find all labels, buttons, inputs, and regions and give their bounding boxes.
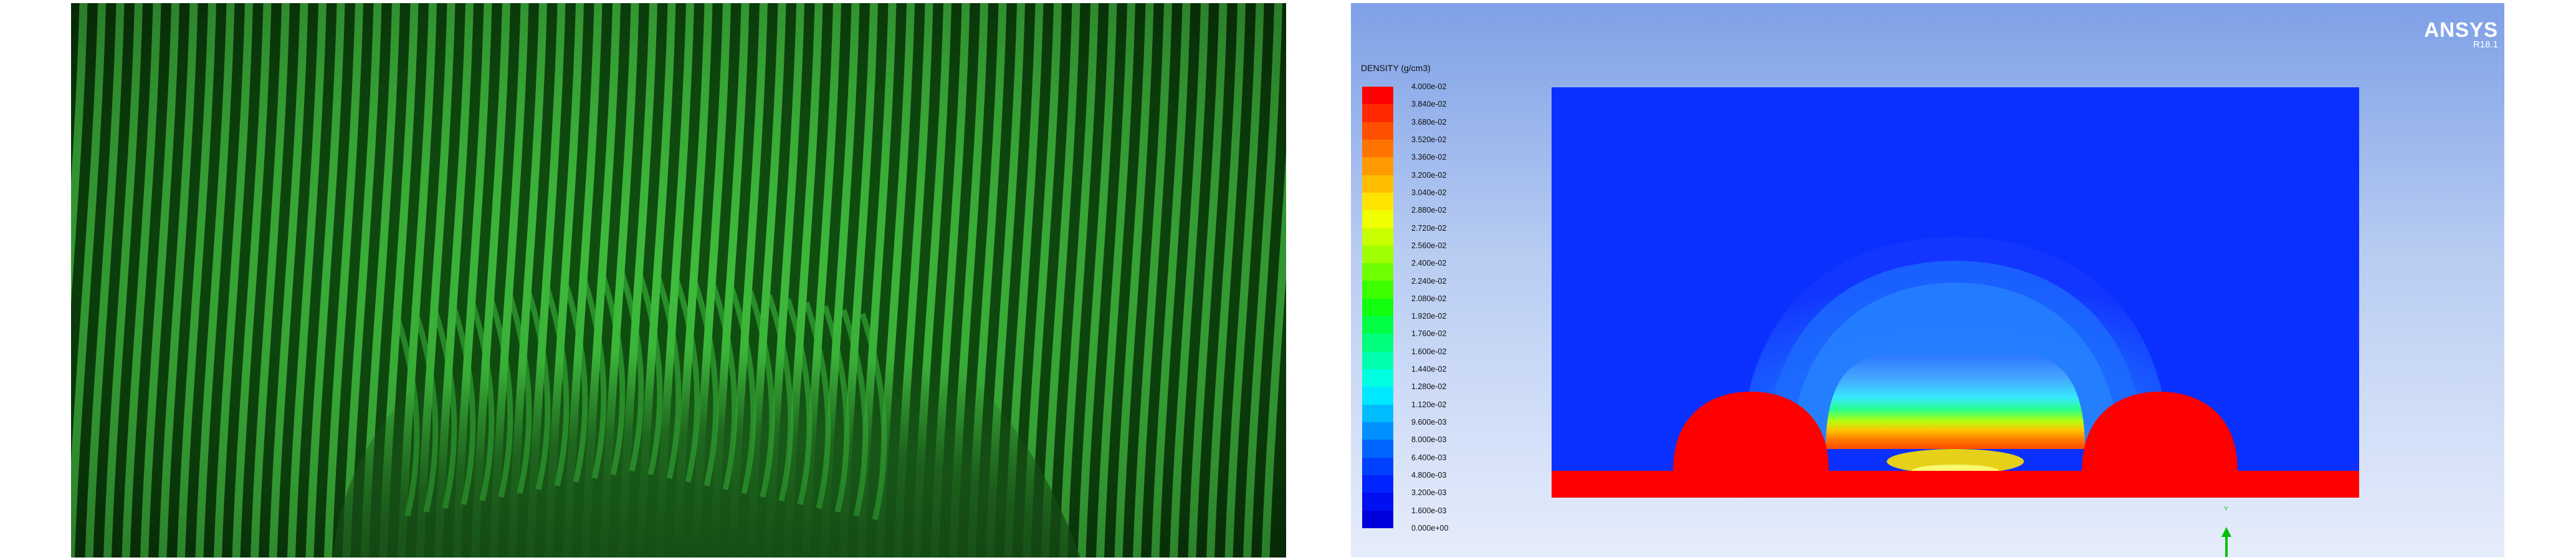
color-scale-swatch (1362, 104, 1393, 122)
color-scale-swatch (1362, 387, 1393, 405)
fringe-pattern (71, 3, 1286, 558)
color-scale-swatch (1362, 175, 1393, 193)
base-plate (1552, 471, 2359, 498)
color-scale-tick-label: 3.520e-02 (1411, 135, 1447, 144)
interferogram-image (71, 3, 1286, 558)
color-scale-tick-label: 1.440e-02 (1411, 365, 1447, 374)
color-scale-swatch (1362, 316, 1393, 334)
color-scale-labels: 4.000e-02 3.840e-02 3.680e-02 3.520e-02 3.36… (1411, 82, 1511, 533)
color-scale-swatch (1362, 475, 1393, 493)
color-scale-tick-label: 1.760e-02 (1411, 329, 1447, 339)
color-scale-swatch (1362, 422, 1393, 440)
color-scale-tick-label: 1.920e-02 (1411, 312, 1447, 321)
ansys-contour-panel: ANSYS R18.1 DENSITY (g/cm3) 4.000e-02 3.8… (1351, 3, 2504, 558)
color-scale-tick-label: 4.000e-02 (1411, 82, 1447, 91)
coordinate-axis-indicator: Y (2220, 502, 2233, 558)
color-scale-tick-label: 2.400e-02 (1411, 259, 1447, 268)
color-scale-tick-label: 3.200e-03 (1411, 488, 1447, 498)
color-scale-tick-label: 3.040e-02 (1411, 188, 1447, 197)
legend-title: DENSITY (g/cm3) (1361, 63, 1431, 73)
color-scale-tick-label: 1.120e-02 (1411, 400, 1447, 409)
color-scale-tick-label: 1.280e-02 (1411, 382, 1447, 392)
color-scale-swatch (1362, 192, 1393, 211)
color-scale-swatch (1362, 510, 1393, 528)
color-scale-swatch (1362, 263, 1393, 281)
ansys-logo: ANSYS R18.1 (2424, 19, 2498, 50)
color-scale-swatch (1362, 210, 1393, 228)
color-scale-tick-label: 8.000e-03 (1411, 435, 1447, 445)
color-scale-tick-label: 2.880e-02 (1411, 206, 1447, 215)
color-scale-tick-label: 1.600e-03 (1411, 506, 1447, 515)
color-scale-swatch (1362, 87, 1393, 105)
plume-core (1826, 355, 2085, 449)
color-scale-tick-label: 3.680e-02 (1411, 117, 1447, 127)
color-scale-swatch (1362, 228, 1393, 246)
color-scale-tick-label: 2.240e-02 (1411, 276, 1447, 286)
density-contour-plot (1552, 87, 2359, 498)
color-scale-swatch (1362, 404, 1393, 422)
right-solid-dome (2082, 392, 2238, 471)
color-scale-swatch (1362, 369, 1393, 387)
color-scale-swatch (1362, 457, 1393, 475)
color-scale-tick-label: 9.600e-03 (1411, 418, 1447, 427)
ansys-version: R18.1 (2473, 39, 2498, 50)
color-scale-swatch (1362, 157, 1393, 175)
color-scale-swatch (1362, 139, 1393, 158)
color-scale-swatch (1362, 122, 1393, 140)
color-scale-tick-label: 6.400e-03 (1411, 453, 1447, 462)
color-scale-tick-label: 1.600e-02 (1411, 347, 1447, 356)
color-scale-tick-label: 2.560e-02 (1411, 241, 1447, 250)
svg-text:Y: Y (2224, 506, 2228, 513)
color-scale-swatch (1362, 281, 1393, 299)
left-solid-dome (1673, 392, 1829, 471)
color-scale-swatch (1362, 351, 1393, 369)
color-scale-tick-label: 3.840e-02 (1411, 100, 1447, 109)
color-scale-tick-label: 0.000e+00 (1411, 524, 1449, 533)
color-scale-bar (1362, 87, 1393, 528)
color-scale-swatch (1362, 440, 1393, 458)
color-scale-tick-label: 3.360e-02 (1411, 153, 1447, 162)
color-scale-tick-label: 2.080e-02 (1411, 294, 1447, 303)
color-scale-swatch (1362, 493, 1393, 511)
color-scale-tick-label: 3.200e-02 (1411, 170, 1447, 180)
color-scale-tick-label: 4.800e-03 (1411, 471, 1447, 480)
color-scale-swatch (1362, 334, 1393, 352)
color-scale-swatch (1362, 245, 1393, 264)
ansys-brand-name: ANSYS (2424, 18, 2498, 41)
color-scale-swatch (1362, 298, 1393, 317)
color-scale-tick-label: 2.720e-02 (1411, 223, 1447, 233)
